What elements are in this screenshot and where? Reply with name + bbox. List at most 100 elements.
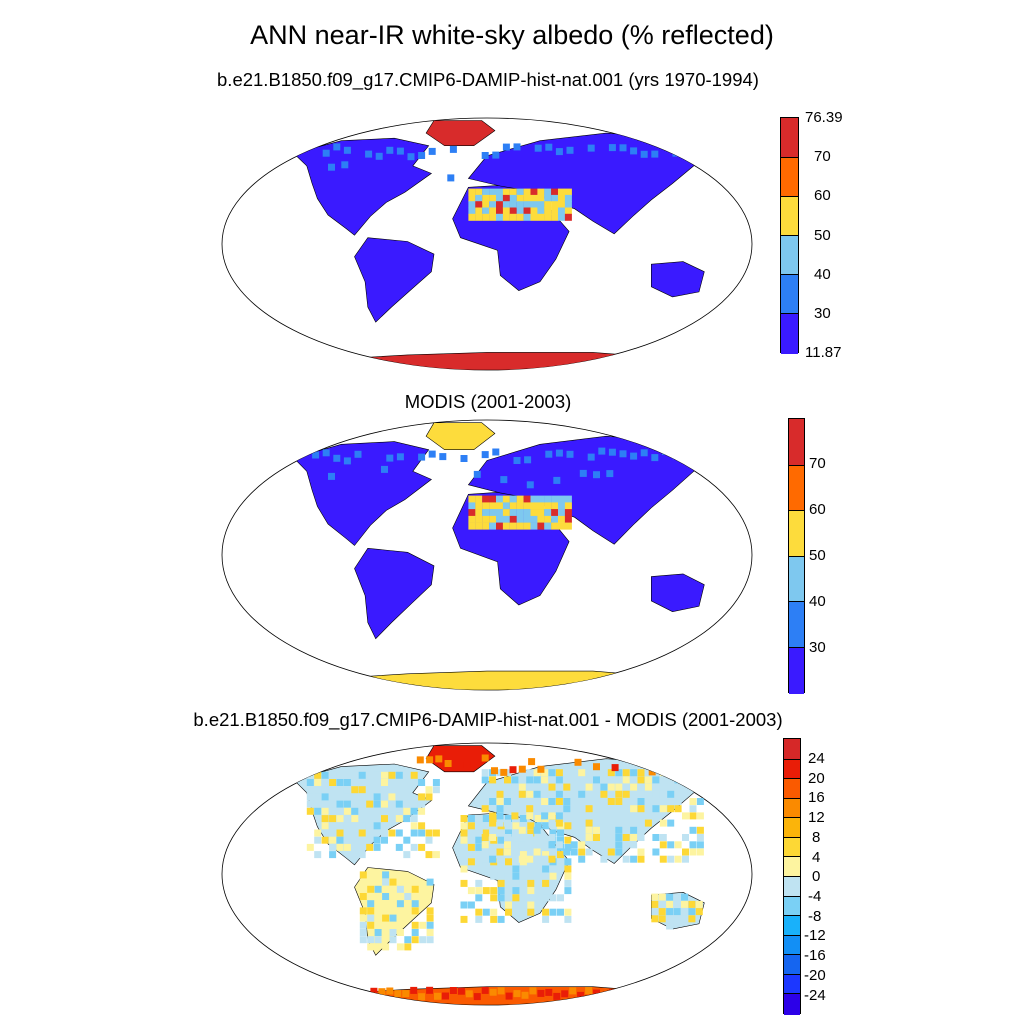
grid-cell [475, 515, 483, 523]
grid-cell [418, 793, 426, 801]
grid-cell [496, 495, 503, 503]
grid-cell [561, 990, 569, 998]
grid-cell [526, 834, 534, 841]
grid-cell [607, 798, 615, 805]
grid-cell [410, 771, 418, 779]
grid-cell [600, 841, 608, 849]
grid-cell [482, 502, 490, 510]
grid-cell [482, 207, 490, 215]
grid-cell [502, 502, 510, 510]
grid-cell [530, 207, 538, 215]
grid-cell [689, 798, 697, 805]
grid-cell [533, 790, 541, 798]
grid-cell [492, 151, 500, 159]
grid-cell [652, 834, 660, 841]
grid-cell [509, 509, 517, 517]
grid-cell [533, 776, 541, 784]
grid-cell [395, 815, 403, 823]
grid-cell [630, 834, 638, 841]
grid-cell [473, 470, 481, 478]
grid-cell [551, 194, 559, 202]
grid-cell [689, 826, 697, 834]
grid-cell [329, 779, 337, 786]
grid-cell [343, 786, 351, 794]
grid-cell [481, 986, 489, 994]
grid-cell [666, 893, 674, 901]
grid-cell [652, 790, 660, 798]
grid-cell [659, 855, 667, 863]
cb3-label-m12: -12 [804, 927, 826, 944]
land-northAmerica [293, 137, 433, 236]
grid-cell [528, 758, 536, 766]
grid-cell [333, 454, 341, 462]
grid-cell [509, 188, 517, 196]
grid-cell [343, 807, 351, 815]
grid-cell [404, 943, 412, 951]
grid-cell [644, 783, 652, 791]
grid-cell [630, 826, 638, 834]
grid-cells [312, 447, 701, 530]
grid-cell [426, 756, 434, 764]
grid-cell [666, 908, 674, 916]
grid-cell [468, 522, 476, 530]
grid-cell [518, 826, 526, 834]
grid-cell [504, 848, 511, 856]
grid-cell [527, 851, 535, 859]
grid-cell [426, 986, 434, 994]
grid-cell [418, 829, 426, 837]
grid-cell [526, 812, 534, 820]
grid-cell [527, 822, 535, 830]
grid-cell [651, 454, 659, 462]
grid-cell [537, 989, 545, 997]
grid-cell [481, 451, 489, 459]
grid-cell [558, 188, 565, 196]
grid-cell [537, 495, 545, 503]
grid-cell [615, 769, 623, 777]
grid-cell [482, 908, 490, 916]
grid-cell [615, 790, 623, 798]
grid-cell [518, 776, 526, 784]
grid-cell [374, 885, 382, 893]
grid-cell [492, 448, 500, 456]
panel-1-subtitle: b.e21.B1850.f09_g17.CMIP6-DAMIP-hist-nat… [217, 69, 759, 90]
grid-cell [564, 908, 572, 916]
grid-cell [630, 147, 638, 155]
grid-cell [482, 829, 490, 837]
grid-cell [489, 522, 497, 530]
grid-cell [306, 807, 314, 815]
grid-cell [674, 805, 682, 813]
grid-cell [475, 843, 483, 851]
grid-cell [509, 495, 517, 503]
cb1-swatch [781, 156, 798, 198]
grid-cell [553, 476, 561, 484]
grid-cell [518, 765, 526, 773]
grid-cell [435, 755, 443, 763]
grid-cell [373, 786, 381, 794]
grid-cell [382, 914, 390, 922]
cb3-label-8: 8 [812, 829, 821, 846]
grid-cell [460, 901, 468, 909]
grid-cell [537, 509, 545, 517]
grid-cell [542, 822, 550, 830]
grid-cell [418, 843, 426, 851]
grid-cell [482, 815, 490, 822]
grid-cell [544, 515, 552, 523]
grid-cell [555, 798, 563, 805]
grid-cell [475, 836, 483, 844]
grid-cell [608, 144, 616, 152]
grid-cell [530, 201, 538, 209]
grid-cell [523, 194, 531, 202]
cb3-swatch [784, 778, 800, 800]
grid-cell [489, 776, 497, 784]
grid-cell [403, 815, 411, 823]
grid-cell [432, 829, 440, 837]
grid-cell [312, 451, 320, 459]
land-southAmerica [354, 237, 435, 323]
grid-cell [434, 992, 441, 1000]
land-southAmerica [354, 547, 435, 640]
grid-cell [460, 829, 468, 837]
grid-cell [640, 150, 648, 158]
grid-cell [551, 502, 559, 510]
grid-cell [674, 776, 682, 784]
grid-cell [537, 207, 545, 215]
